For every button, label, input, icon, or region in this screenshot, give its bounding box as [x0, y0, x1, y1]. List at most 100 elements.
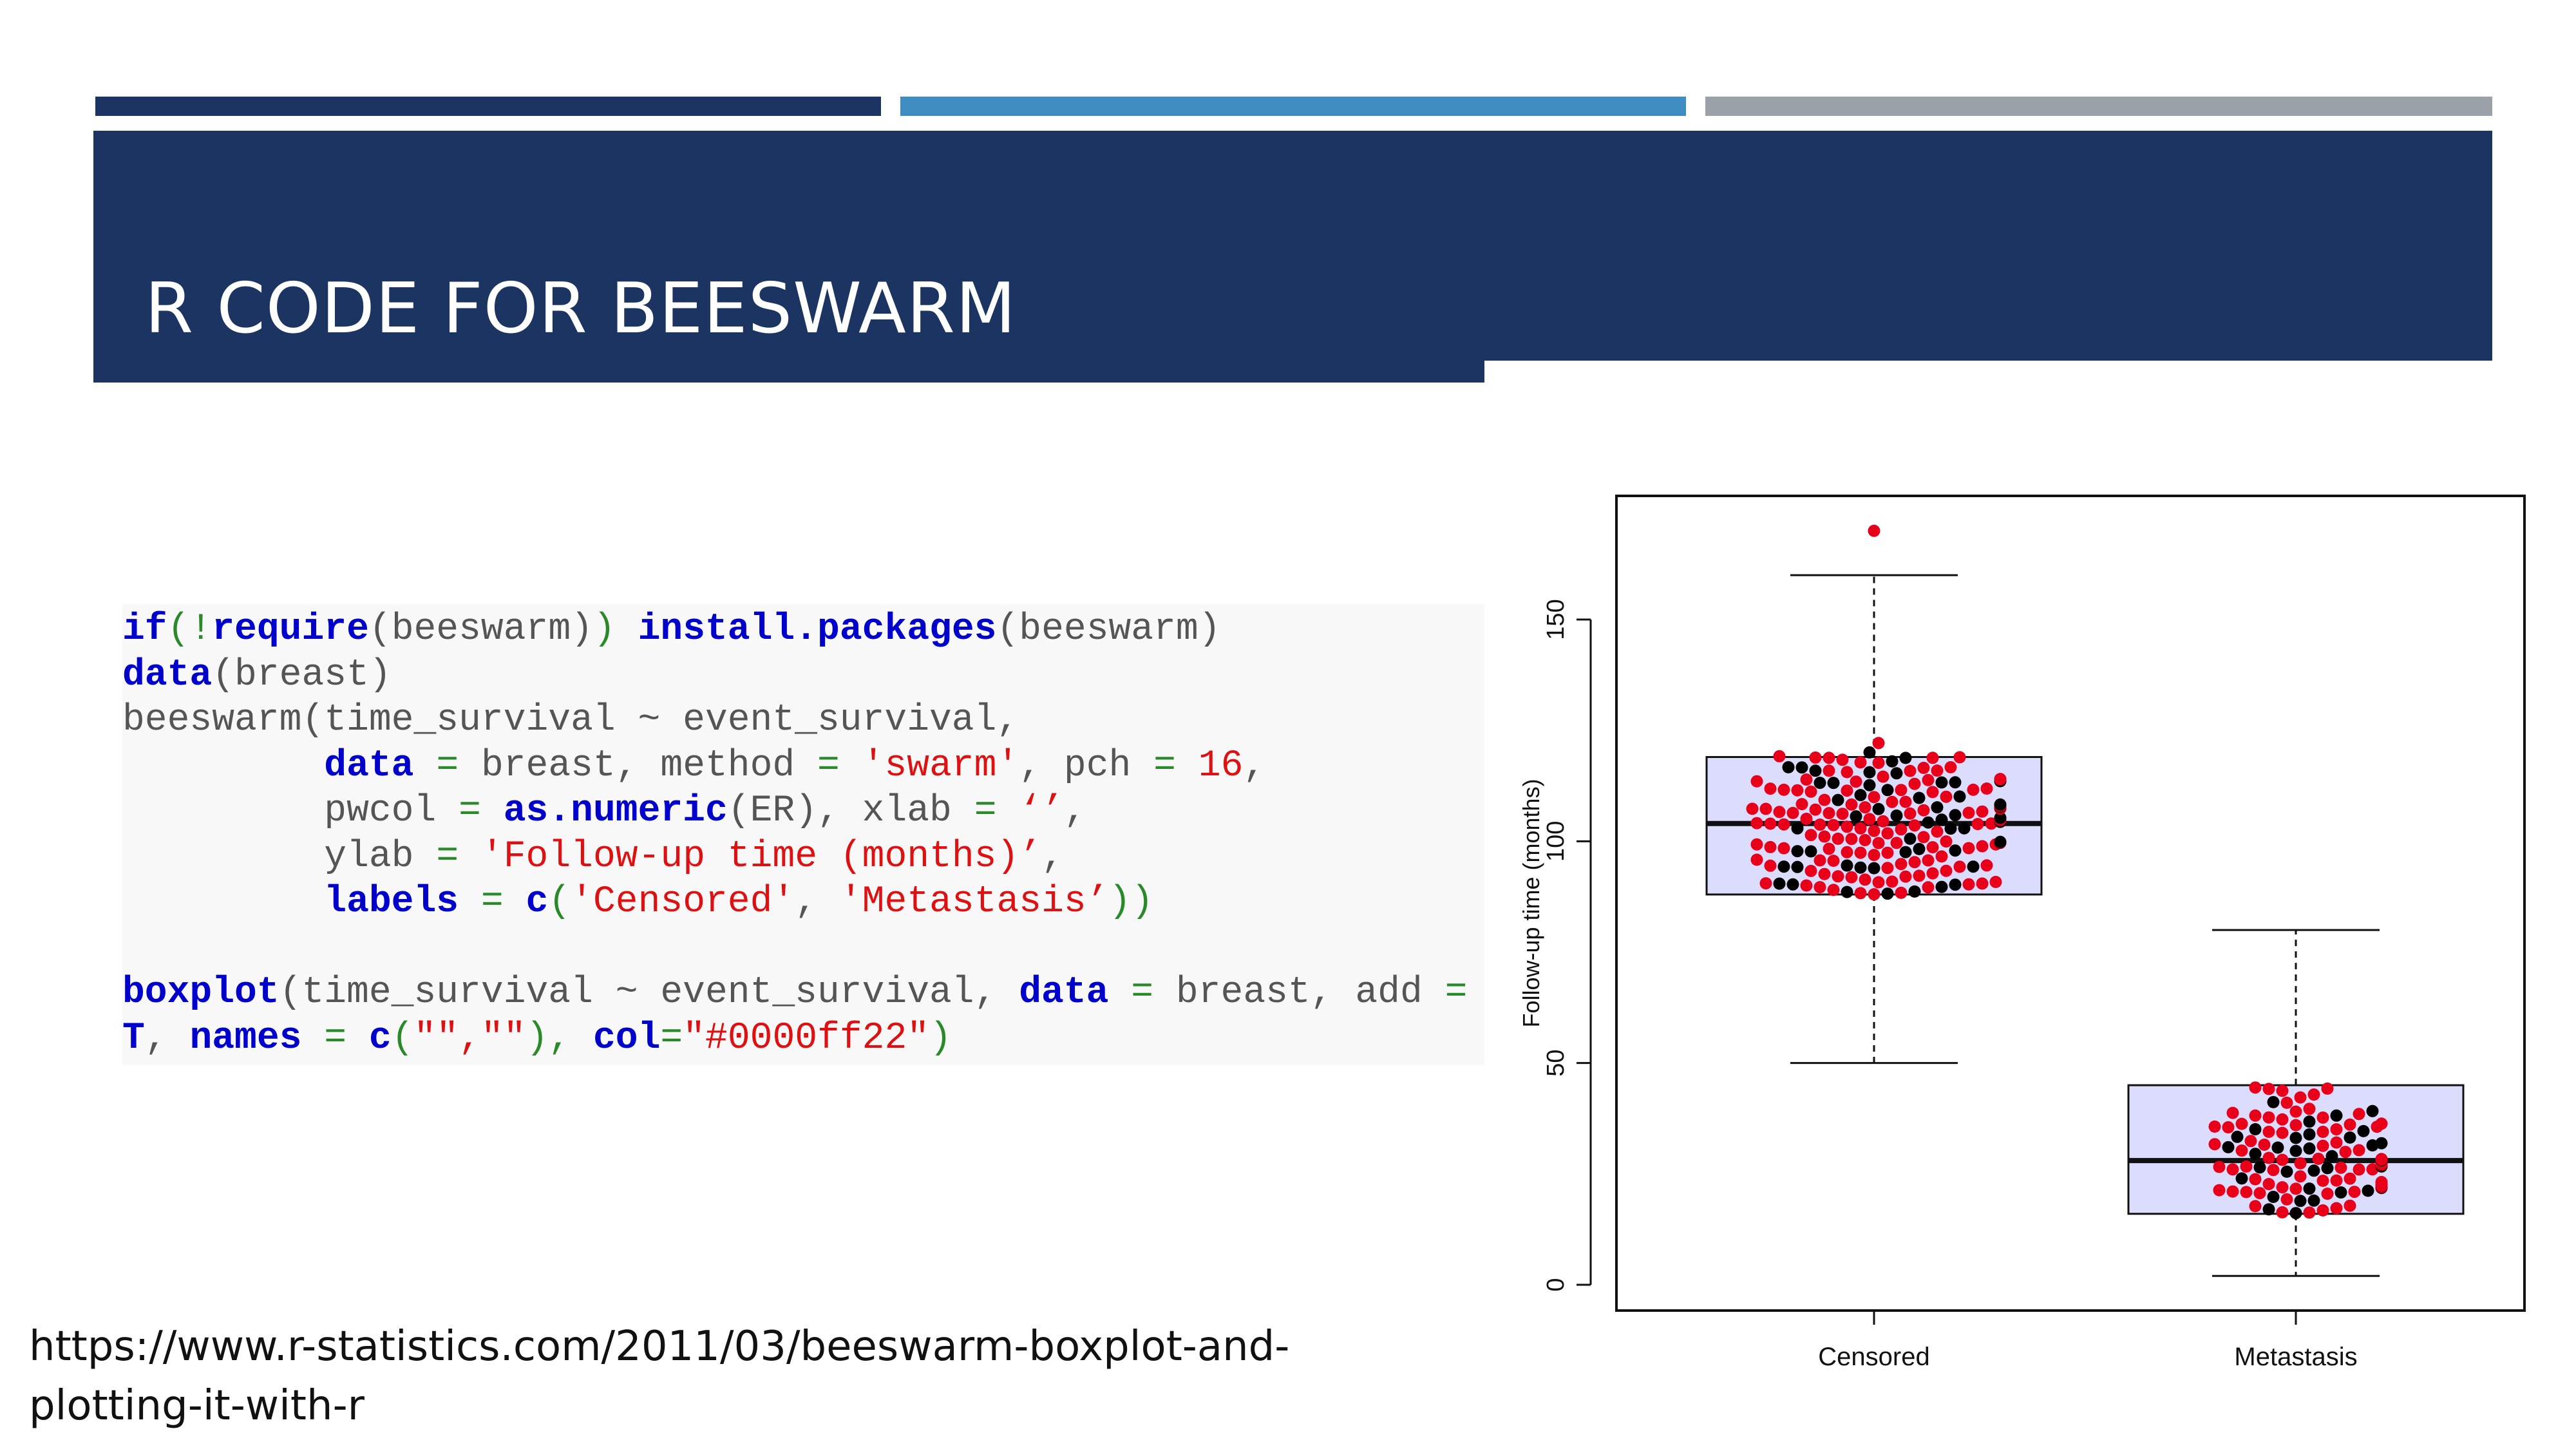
swarm-point [2312, 1152, 2325, 1165]
swarm-point [1804, 845, 1817, 858]
swarm-point [1895, 784, 1908, 797]
swarm-point [2303, 1142, 2316, 1155]
swarm-point [2289, 1132, 2302, 1144]
swarm-point [1750, 775, 1763, 788]
swarm-point [1886, 755, 1899, 768]
swarm-point [2316, 1139, 2329, 1152]
swarm-point [1917, 831, 1930, 844]
swarm-point [1868, 524, 1880, 537]
y-tick-label: 0 [1542, 1278, 1569, 1291]
swarm-point [1881, 827, 1894, 840]
swarm-point [1931, 801, 1944, 814]
swarm-point [1922, 881, 1935, 894]
swarm-point [1841, 820, 1853, 833]
swarm-point [2235, 1144, 2248, 1157]
code-token: = [817, 744, 840, 787]
code-token: (beeswarm) [996, 609, 1221, 650]
swarm-point [2231, 1130, 2244, 1143]
swarm-point [2334, 1161, 2347, 1174]
swarm-point [1944, 822, 1957, 835]
swarm-point [1854, 822, 1867, 835]
swarm-point [2262, 1178, 2275, 1191]
swarm-point [1958, 822, 1971, 835]
swarm-point [2316, 1175, 2329, 1187]
code-token: (time_survival ~ event_survival, [279, 972, 997, 1014]
swarm-point [1908, 819, 1921, 832]
swarm-point [1895, 823, 1908, 836]
swarm-point [2226, 1163, 2239, 1176]
swarm-point [1940, 864, 1953, 877]
swarm-point [1868, 791, 1880, 804]
code-token: , xlab [817, 790, 952, 832]
swarm-point [1823, 752, 1835, 764]
swarm-point [1872, 876, 1885, 889]
swarm-point [2226, 1185, 2239, 1198]
swarm-point [1908, 856, 1921, 869]
swarm-point [2235, 1117, 2248, 1130]
swarm-point [1804, 864, 1817, 877]
beeswarm-chart: 0 50 100 150 Follow-up time (months) Censored… [1494, 470, 2537, 1378]
swarm-point [1881, 887, 1894, 900]
swarm-point [2208, 1138, 2221, 1151]
swarm-point [1935, 880, 1948, 893]
swarm-point [2276, 1206, 2289, 1218]
swarm-point [1980, 859, 1993, 872]
swarm-point [2353, 1108, 2365, 1121]
swarm-point [2249, 1123, 2262, 1135]
swarm-point [2267, 1095, 2280, 1108]
swarm-point [2280, 1165, 2293, 1178]
swarm-point [1750, 838, 1763, 851]
source-url[interactable]: https://www.r-statistics.com/2011/03/bee… [29, 1323, 1290, 1430]
code-token: beeswarm(time_survival ~ event_survival, [122, 699, 1019, 741]
swarm-point [1773, 877, 1786, 890]
r-code: if(!require(beeswarm)) install.packages(… [122, 607, 1467, 1061]
y-tick-label: 150 [1542, 599, 1569, 639]
swarm-point [1823, 807, 1835, 820]
title-band-extension [93, 361, 1484, 383]
swarm-point [2348, 1186, 2361, 1198]
code-token: c [526, 881, 549, 923]
swarm-point [2307, 1088, 2320, 1101]
swarm-point [1791, 860, 1804, 873]
swarm-point [2316, 1204, 2329, 1217]
accent-bar-blue [900, 97, 1686, 116]
y-tick-label: 100 [1542, 821, 1569, 862]
swarm-point [1773, 750, 1786, 762]
swarm-point [2213, 1160, 2226, 1173]
swarm-point [1814, 819, 1826, 831]
swarm-point [2294, 1091, 2307, 1104]
code-token: ) [929, 1017, 952, 1059]
swarm-point [1886, 875, 1899, 888]
swarm-point [2321, 1082, 2334, 1095]
code-token: (ER) [727, 790, 818, 832]
swarm-point [1764, 782, 1777, 795]
swarm-point [1786, 806, 1799, 819]
swarm-point [1976, 805, 1989, 818]
swarm-point [1895, 886, 1908, 899]
swarm-point [1953, 790, 1966, 803]
swarm-point [1818, 830, 1831, 843]
swarm-point [1899, 846, 1912, 858]
swarm-point [1868, 849, 1880, 862]
swarm-point [1777, 818, 1790, 831]
swarm-point [2375, 1117, 2388, 1130]
swarm-point [1868, 888, 1880, 901]
swarm-point [1827, 884, 1840, 896]
code-token: , [1243, 744, 1266, 787]
swarm-point [1827, 777, 1840, 790]
title-band [93, 131, 2492, 361]
swarm-point [1777, 783, 1790, 796]
code-token: (! [167, 609, 213, 650]
swarm-point [2289, 1182, 2302, 1195]
swarm-point [2276, 1084, 2289, 1097]
swarm-point [1949, 878, 1962, 891]
swarm-point [1904, 832, 1917, 845]
code-token: 'Metastasis’ [839, 881, 1109, 923]
swarm-point [1863, 779, 1876, 791]
swarm-point [1800, 813, 1813, 825]
swarm-point [2280, 1096, 2293, 1109]
swarm-point [2344, 1131, 2356, 1144]
swarm-point [1877, 815, 1889, 828]
swarm-point [1967, 783, 1980, 796]
swarm-point [1908, 777, 1921, 790]
